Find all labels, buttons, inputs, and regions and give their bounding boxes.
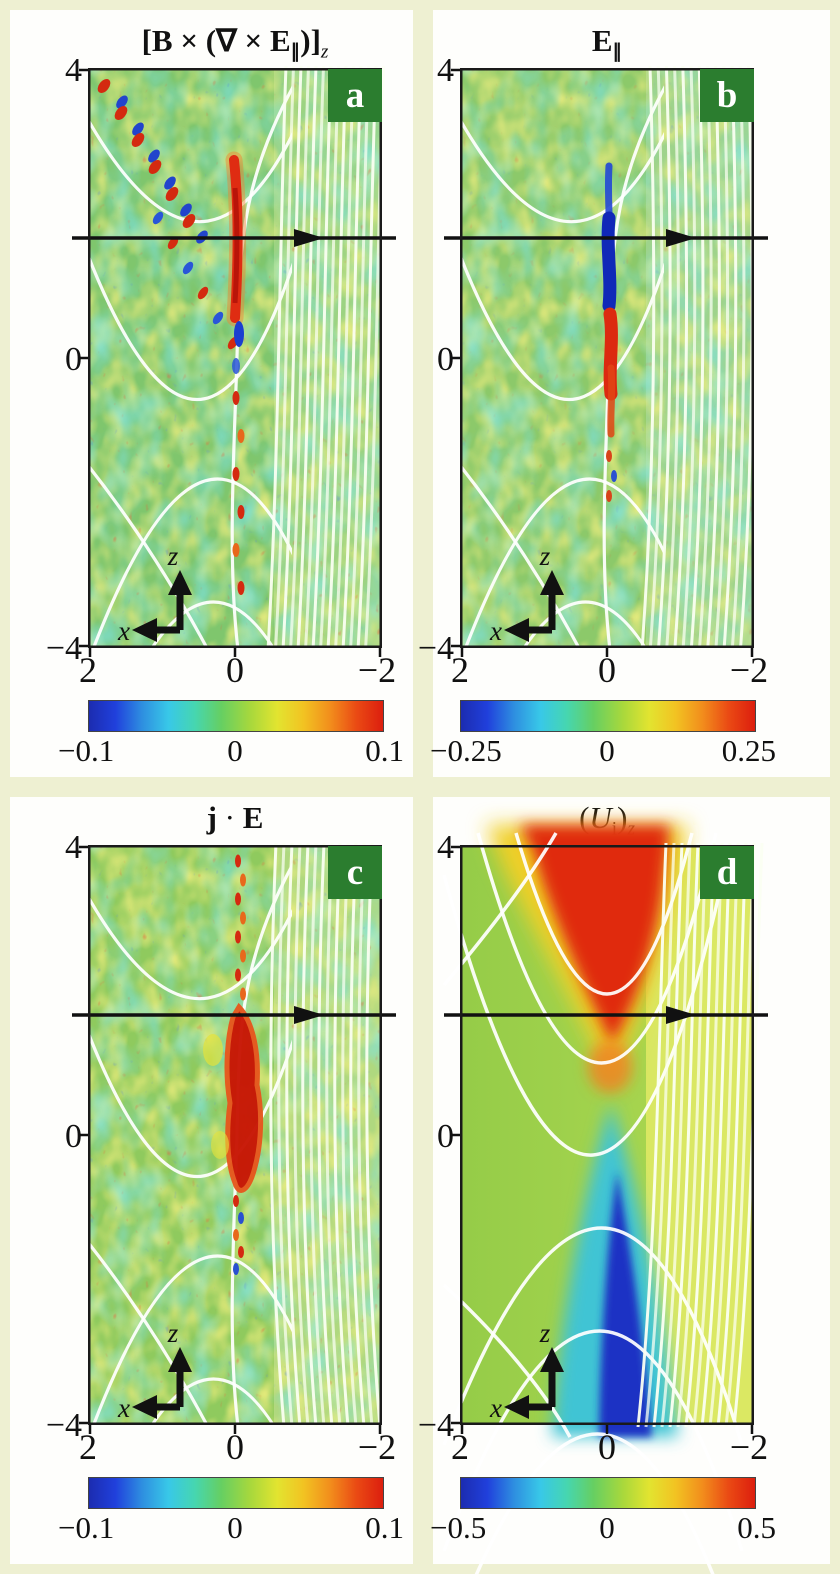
colorbar-mid-label: 0 bbox=[599, 1510, 615, 1545]
striation-lines bbox=[269, 842, 382, 1428]
panel-label-badge: c bbox=[328, 846, 382, 899]
field-lines bbox=[460, 85, 664, 648]
axes-indicator: z x bbox=[117, 541, 192, 646]
colorbar-min-label: −0.1 bbox=[58, 733, 115, 768]
colorbar-min-label: −0.5 bbox=[430, 1510, 487, 1545]
colorbar-max-label: 0.5 bbox=[737, 1510, 776, 1545]
field-lines bbox=[88, 862, 292, 1425]
y-tick-label: 4 bbox=[65, 52, 82, 89]
colorbar-max-label: 0.1 bbox=[365, 733, 404, 768]
axes-indicator: z x bbox=[489, 1318, 564, 1423]
panel-label-badge: d bbox=[700, 846, 754, 899]
x-tick-label: −2 bbox=[729, 1427, 769, 1467]
y-tick-label: −4 bbox=[417, 630, 454, 667]
heatmap-a: z x bbox=[72, 65, 396, 657]
y-tick-label: −4 bbox=[45, 630, 82, 667]
cut-line-arrow bbox=[72, 1006, 396, 1024]
panel-label-badge: b bbox=[700, 69, 754, 122]
axis-tick-marks bbox=[451, 68, 754, 657]
panel-title: j · E bbox=[206, 800, 264, 835]
x-tick-label: 0 bbox=[598, 1427, 616, 1467]
z-axis-label: z bbox=[539, 541, 551, 571]
x-tick-label: −2 bbox=[357, 1427, 397, 1467]
y-tick-label: 0 bbox=[65, 341, 82, 378]
colorbar-mid-label: 0 bbox=[599, 733, 615, 768]
x-axis-label: x bbox=[489, 1393, 502, 1423]
x-tick-label: 2 bbox=[451, 1427, 469, 1467]
z-axis-label: z bbox=[167, 1318, 179, 1348]
x-axis-label: x bbox=[117, 1393, 130, 1423]
panel-d: (Ui)z z x d40−420−2−0.500.5 bbox=[402, 787, 776, 1574]
colorbar-mid-label: 0 bbox=[227, 733, 243, 768]
axes-indicator: z x bbox=[489, 541, 564, 646]
y-tick-label: −4 bbox=[417, 1407, 454, 1444]
axis-tick-marks bbox=[451, 845, 754, 1434]
axis-tick-marks bbox=[79, 845, 382, 1434]
y-tick-label: 4 bbox=[437, 829, 454, 866]
plot-border bbox=[460, 845, 754, 1425]
striation-lines bbox=[640, 65, 754, 651]
cut-line-arrow bbox=[444, 229, 768, 247]
plot-area: z x bbox=[442, 825, 768, 1574]
panel-b: E∥ z x b 4 0 −4 2 0 −2 −0.25 0 0.25 bbox=[402, 10, 776, 782]
plot-border bbox=[88, 68, 382, 648]
heatmap-c: z x bbox=[72, 842, 396, 1434]
cut-line-arrow bbox=[444, 1006, 768, 1024]
x-tick-label: 2 bbox=[79, 1427, 97, 1467]
panel-a: [B × (∇ × E∥)]z z x bbox=[30, 10, 404, 782]
z-axis-label: z bbox=[539, 1318, 551, 1348]
axis-tick-marks bbox=[79, 68, 382, 657]
plot-border bbox=[460, 68, 754, 648]
x-axis-label: x bbox=[117, 616, 130, 646]
x-tick-label: 0 bbox=[226, 650, 244, 690]
colorbar bbox=[88, 700, 384, 732]
colorbar-min-label: −0.25 bbox=[430, 733, 502, 768]
colorbar-max-label: 0.1 bbox=[365, 1510, 404, 1545]
z-axis-label: z bbox=[167, 541, 179, 571]
colorbar-max-label: 0.25 bbox=[721, 733, 776, 768]
x-tick-label: −2 bbox=[357, 650, 397, 690]
x-tick-label: −2 bbox=[729, 650, 769, 690]
fleck-chains bbox=[97, 78, 239, 350]
cut-line-arrow bbox=[72, 229, 396, 247]
x-tick-label: 2 bbox=[451, 650, 469, 690]
y-tick-label: 4 bbox=[437, 52, 454, 89]
panel-title: [B × (∇ × E∥)]z bbox=[141, 23, 329, 63]
plot-border bbox=[88, 845, 382, 1425]
y-tick-label: 4 bbox=[65, 829, 82, 866]
plot-area: z x bbox=[72, 65, 396, 657]
colorbar bbox=[88, 1477, 384, 1509]
heatmap-d: z x bbox=[442, 825, 768, 1574]
colorbar-min-label: −0.1 bbox=[58, 1510, 115, 1545]
colorbar-mid-label: 0 bbox=[227, 1510, 243, 1545]
x-tick-label: 2 bbox=[79, 650, 97, 690]
axes-indicator: z x bbox=[117, 1318, 192, 1423]
heatmap-b: z x bbox=[444, 65, 768, 657]
colorbar bbox=[460, 700, 756, 732]
y-tick-label: 0 bbox=[437, 341, 454, 378]
y-tick-label: −4 bbox=[45, 1407, 82, 1444]
panel-c: j · E z x c 4 0 −4 2 0 −2 −0.1 0 0.1 bbox=[30, 787, 404, 1559]
plot-area: z x bbox=[72, 842, 396, 1434]
x-tick-label: 0 bbox=[598, 650, 616, 690]
x-axis-label: x bbox=[489, 616, 502, 646]
y-tick-label: 0 bbox=[65, 1118, 82, 1155]
panel-label-badge: a bbox=[328, 69, 382, 122]
x-tick-label: 0 bbox=[226, 1427, 244, 1467]
plot-area: z x bbox=[444, 65, 768, 657]
colorbar bbox=[460, 1477, 756, 1509]
y-tick-label: 0 bbox=[437, 1118, 454, 1155]
field-lines bbox=[88, 85, 292, 648]
panel-title: E∥ bbox=[591, 23, 623, 63]
